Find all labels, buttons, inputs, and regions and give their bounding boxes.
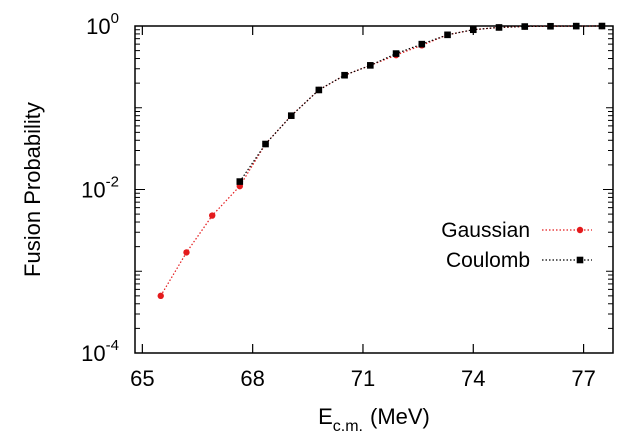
y-axis-title: Fusion Probability xyxy=(20,102,45,277)
axis-ticks: 65 68 71 74 77 100 10-2 10-4 xyxy=(81,10,613,391)
data-point-coulomb xyxy=(521,23,529,30)
data-point-coulomb xyxy=(262,140,269,148)
y-tick-label: 10-4 xyxy=(81,337,119,366)
data-point-coulomb xyxy=(341,71,348,79)
legend-label-gaussian: Gaussian xyxy=(441,219,530,242)
legend-marker-gaussian xyxy=(576,226,584,234)
series-line-gaussian xyxy=(160,25,603,297)
y-tick-label: 100 xyxy=(86,10,119,39)
data-point-coulomb xyxy=(469,26,477,34)
x-tick-label: 68 xyxy=(240,366,264,391)
data-point-coulomb xyxy=(572,22,580,30)
data-point-coulomb xyxy=(315,86,323,94)
series-coulomb xyxy=(236,22,606,185)
series-layer xyxy=(157,22,606,300)
data-point-coulomb xyxy=(236,178,244,185)
x-tick-label: 77 xyxy=(571,366,595,391)
legend-marker-coulomb xyxy=(576,256,584,264)
plot-frame xyxy=(134,25,614,354)
data-point-coulomb xyxy=(392,50,400,57)
data-point-coulomb xyxy=(547,22,554,30)
legend: Gaussian Coulomb xyxy=(441,219,592,272)
series-line-coulomb xyxy=(239,25,603,182)
x-axis-title-main: E xyxy=(318,404,333,429)
data-point-gaussian xyxy=(157,292,164,300)
series-gaussian xyxy=(157,22,606,300)
x-tick-label: 65 xyxy=(130,366,154,391)
data-point-coulomb xyxy=(418,40,426,48)
y-tick-label: 10-2 xyxy=(81,174,119,203)
data-point-coulomb xyxy=(287,112,295,119)
x-axis-title-unit: (MeV) xyxy=(370,404,430,429)
data-point-coulomb xyxy=(367,62,374,69)
data-point-gaussian xyxy=(209,212,216,219)
data-point-coulomb xyxy=(495,24,503,31)
x-axis-title: Ec.m. (MeV) xyxy=(318,404,430,435)
data-point-coulomb xyxy=(444,31,451,39)
x-tick-label: 74 xyxy=(461,366,485,391)
x-axis-title-subscript: c.m. xyxy=(333,418,363,435)
data-point-coulomb xyxy=(598,22,606,30)
data-point-gaussian xyxy=(183,249,190,256)
x-tick-label: 71 xyxy=(351,366,375,391)
legend-label-coulomb: Coulomb xyxy=(446,249,530,272)
